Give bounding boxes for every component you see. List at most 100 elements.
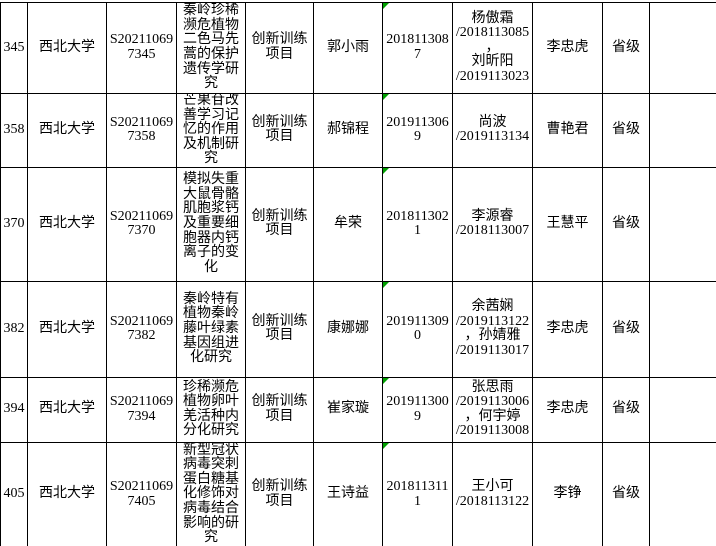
cell-text: 创新训练项目 — [251, 208, 308, 239]
cell-num[interactable]: 394 — [0, 376, 28, 443]
cell-text: 李铮 — [553, 486, 582, 502]
cell-type[interactable]: 创新训练项目 — [245, 2, 314, 94]
cell-project_id[interactable]: S20211069 7382 — [106, 280, 177, 378]
cell-extra[interactable] — [649, 376, 716, 443]
cell-text: 李源睿 /2018113007 — [455, 208, 530, 239]
cell-title[interactable]: 秦岭特有植物秦岭藤叶绿素基因组进化研究 — [176, 280, 246, 378]
cell-members[interactable]: 杨傲霜 /2018113085 ， 刘昕阳 /2019113023 — [452, 2, 533, 94]
cell-advisor[interactable]: 李铮 — [532, 441, 603, 546]
cell-text: 西北大学 — [39, 486, 95, 502]
cell-text: 秦岭特有植物秦岭藤叶绿素基因组进化研究 — [183, 291, 239, 366]
cell-student_id[interactable]: 201911306 9 — [382, 93, 453, 168]
cell-title[interactable]: 新型冠状病毒突刺蛋白糖基化修饰对病毒结合影响的研究 — [176, 441, 246, 546]
cell-text: 西北大学 — [39, 401, 95, 417]
cell-advisor[interactable]: 李忠虎 — [532, 2, 603, 94]
cell-level[interactable]: 省级 — [602, 93, 650, 168]
cell-title[interactable]: 秦岭珍稀濒危植物二色马先蒿的保护遗传学研究 — [176, 2, 246, 94]
cell-leader[interactable]: 王诗益 — [313, 441, 383, 546]
cell-text: S20211069 7358 — [109, 114, 174, 145]
cell-text: 西北大学 — [39, 320, 95, 336]
cell-school[interactable]: 西北大学 — [27, 376, 107, 443]
cell-project_id[interactable]: S20211069 7358 — [106, 93, 177, 168]
cell-text: 王诗益 — [327, 486, 369, 502]
number-as-text-indicator-icon — [383, 3, 389, 9]
cell-school[interactable]: 西北大学 — [27, 93, 107, 168]
cell-project_id[interactable]: S20211069 7370 — [106, 166, 177, 282]
cell-members[interactable]: 张思雨 /2019113006 ，何宇婷 /2019113008 — [452, 376, 533, 443]
cell-text: 西北大学 — [39, 122, 95, 138]
cell-extra[interactable] — [649, 93, 716, 168]
cell-student_id[interactable]: 201811308 7 — [382, 2, 453, 94]
cell-text: 芒果苷改善学习记忆的作用及机制研究 — [183, 93, 239, 167]
cell-num[interactable]: 382 — [0, 280, 28, 378]
cell-student_id[interactable]: 201811311 1 — [382, 441, 453, 546]
number-as-text-indicator-icon — [383, 282, 389, 288]
cell-text: 省级 — [612, 39, 640, 55]
cell-project_id[interactable]: S20211069 7394 — [106, 376, 177, 443]
cell-level[interactable]: 省级 — [602, 2, 650, 94]
cell-num[interactable]: 405 — [0, 441, 28, 546]
cell-school[interactable]: 西北大学 — [27, 441, 107, 546]
cell-text: 郭小雨 — [327, 39, 369, 55]
cell-text: S20211069 7370 — [109, 208, 174, 239]
cell-type[interactable]: 创新训练项目 — [245, 376, 314, 443]
cell-advisor[interactable]: 王慧平 — [532, 166, 603, 282]
cell-advisor[interactable]: 李忠虎 — [532, 280, 603, 378]
cell-leader[interactable]: 康娜娜 — [313, 280, 383, 378]
cell-type[interactable]: 创新训练项目 — [245, 280, 314, 378]
cell-extra[interactable] — [649, 2, 716, 94]
cell-type[interactable]: 创新训练项目 — [245, 93, 314, 168]
cell-type[interactable]: 创新训练项目 — [245, 441, 314, 546]
cell-school[interactable]: 西北大学 — [27, 280, 107, 378]
cell-advisor[interactable]: 李忠虎 — [532, 376, 603, 443]
cell-members[interactable]: 李源睿 /2018113007 — [452, 166, 533, 282]
cell-level[interactable]: 省级 — [602, 441, 650, 546]
cell-level[interactable]: 省级 — [602, 376, 650, 443]
cell-text: 201811311 1 — [386, 479, 449, 509]
cell-text: 201911309 0 — [386, 313, 449, 344]
cell-leader[interactable]: 郝锦程 — [313, 93, 383, 168]
table-row: 345 西北大学 S20211069 7345 秦岭珍稀濒危植物二色马先蒿的保护遗传学… — [0, 2, 716, 94]
cell-text: 创新训练项目 — [251, 114, 308, 145]
cell-extra[interactable] — [649, 441, 716, 546]
cell-text: 创新训练项目 — [251, 313, 308, 344]
cell-school[interactable]: 西北大学 — [27, 2, 107, 94]
cell-type[interactable]: 创新训练项目 — [245, 166, 314, 282]
cell-extra[interactable] — [649, 280, 716, 378]
cell-text: 创新训练项目 — [251, 394, 308, 424]
cell-members[interactable]: 王小可 /2018113122 — [452, 441, 533, 546]
cell-text: 201911306 9 — [386, 114, 449, 145]
cell-text: 405 — [3, 486, 25, 502]
cell-text: 曹艳君 — [546, 122, 589, 138]
cell-leader[interactable]: 郭小雨 — [313, 2, 383, 94]
cell-text: 西北大学 — [39, 215, 95, 231]
cell-num[interactable]: 358 — [0, 93, 28, 168]
cell-members[interactable]: 余茜娴 /2019113122 ，孙婧雅 /2019113017 — [452, 280, 533, 378]
cell-leader[interactable]: 牟荣 — [313, 166, 383, 282]
cell-project_id[interactable]: S20211069 7345 — [106, 2, 177, 94]
cell-title[interactable]: 模拟失重大鼠骨骼肌胞浆钙及重要细胞器内钙离子的变化 — [176, 166, 246, 282]
cell-text: S20211069 7394 — [109, 394, 174, 424]
table-row: 358 西北大学 S20211069 7358 芒果苷改善学习记忆的作用及机制研究 创新… — [0, 93, 716, 168]
cell-members[interactable]: 尚波 /2019113134 — [452, 93, 533, 168]
cell-student_id[interactable]: 201911300 9 — [382, 376, 453, 443]
cell-advisor[interactable]: 曹艳君 — [532, 93, 603, 168]
cell-text: 王小可 /2018113122 — [455, 479, 530, 509]
cell-level[interactable]: 省级 — [602, 280, 650, 378]
cell-num[interactable]: 345 — [0, 2, 28, 94]
cell-student_id[interactable]: 201811302 1 — [382, 166, 453, 282]
cell-title[interactable]: 芒果苷改善学习记忆的作用及机制研究 — [176, 93, 246, 168]
cell-text: 省级 — [612, 401, 640, 417]
cell-text: 李忠虎 — [546, 320, 589, 336]
cell-student_id[interactable]: 201911309 0 — [382, 280, 453, 378]
table-row: 394 西北大学 S20211069 7394 珍稀濒危植物卵叶羌活种内分化研究 创新训… — [0, 376, 716, 443]
cell-school[interactable]: 西北大学 — [27, 166, 107, 282]
cell-extra[interactable] — [649, 166, 716, 282]
cell-title[interactable]: 珍稀濒危植物卵叶羌活种内分化研究 — [176, 376, 246, 443]
cell-project_id[interactable]: S20211069 7405 — [106, 441, 177, 546]
cell-leader[interactable]: 崔家璇 — [313, 376, 383, 443]
cell-num[interactable]: 370 — [0, 166, 28, 282]
cell-level[interactable]: 省级 — [602, 166, 650, 282]
cell-text: 345 — [3, 39, 25, 55]
